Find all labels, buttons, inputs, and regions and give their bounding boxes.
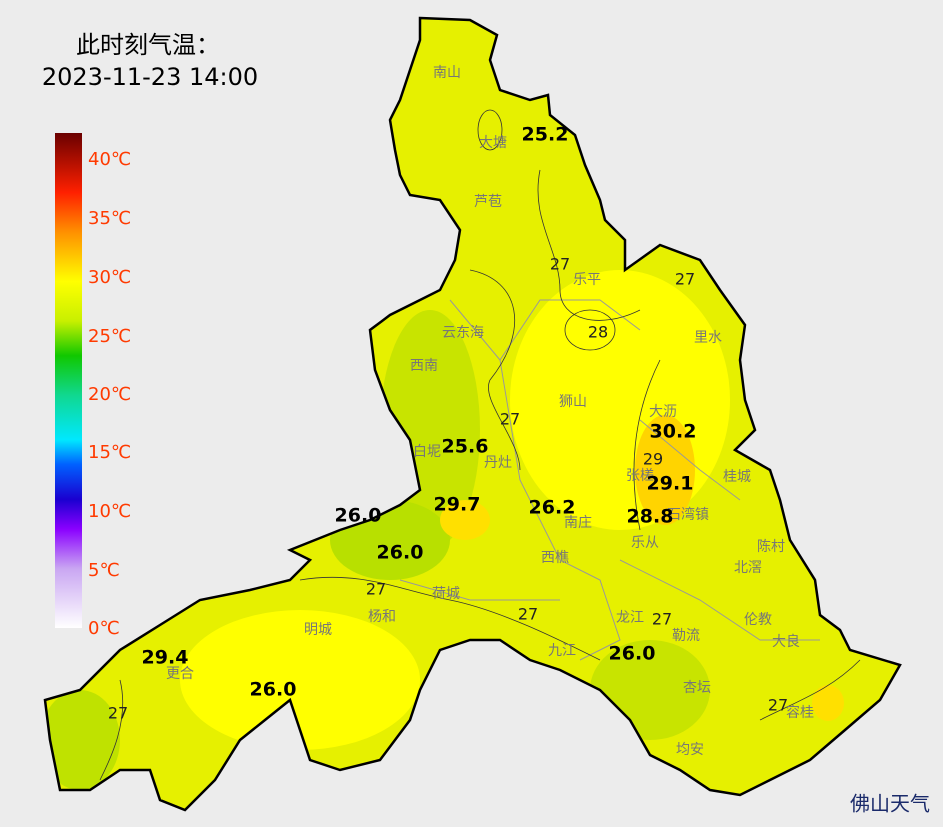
place-name: 伦教: [744, 612, 772, 628]
watermark: 佛山天气: [850, 792, 930, 816]
place-name: 北滘: [734, 560, 762, 576]
place-name: 乐平: [573, 272, 601, 288]
place-name: 西樵: [541, 550, 569, 566]
legend-label: 30℃: [88, 267, 131, 288]
place-name: 南山: [433, 65, 461, 81]
contour-label: 27: [652, 610, 672, 629]
station-value: 29.1: [647, 473, 694, 495]
place-name: 九江: [548, 643, 576, 659]
place-name: 大塘: [479, 135, 507, 151]
legend-label: 25℃: [88, 326, 131, 347]
contours: [99, 109, 861, 781]
place-name: 桂城: [723, 469, 751, 485]
station-value: 29.7: [434, 494, 481, 516]
contour-label: 27: [675, 270, 695, 289]
colorbar: [55, 133, 82, 628]
legend-label: 20℃: [88, 384, 131, 405]
place-name: 大良: [772, 634, 800, 650]
contour-label: 27: [768, 696, 788, 715]
contour-label: 27: [518, 605, 538, 624]
legend-label: 40℃: [88, 149, 131, 170]
contour-label: 27: [550, 255, 570, 274]
station-value: 29.4: [142, 647, 189, 669]
place-name: 乐从: [631, 535, 659, 551]
place-name: 芦苞: [474, 193, 502, 210]
place-name: 容桂: [786, 704, 814, 721]
place-name: 勒流: [672, 628, 700, 644]
place-name: 荷城: [432, 586, 460, 602]
place-name: 张槎: [626, 468, 654, 484]
contour-label: 28: [588, 323, 608, 342]
place-name: 丹灶: [484, 455, 512, 471]
place-name: 均安: [676, 742, 704, 758]
place-name: 明城: [304, 622, 332, 638]
place-name: 龙江: [616, 610, 644, 626]
place-name: 狮山: [559, 394, 587, 410]
station-value: 26.0: [335, 505, 382, 527]
place-name: 西南: [410, 358, 438, 374]
legend-label: 0℃: [88, 618, 120, 639]
station-value: 25.2: [522, 124, 569, 146]
place-name: 里水: [694, 330, 722, 346]
contour-label: 27: [108, 704, 128, 723]
place-name: 杨和: [368, 609, 396, 625]
district-borders: [399, 299, 820, 661]
station-value: 26.0: [377, 542, 424, 564]
legend-label: 35℃: [88, 208, 131, 229]
title-line2: 2023-11-23 14:00: [42, 63, 258, 91]
place-name: 大沥: [649, 404, 677, 420]
legend-label: 5℃: [88, 560, 120, 581]
contour-label: 29: [643, 450, 663, 469]
legend-label: 10℃: [88, 501, 131, 522]
place-name: 白坭: [413, 444, 441, 460]
place-name: 石湾镇: [667, 506, 709, 523]
contour-label: 27: [366, 580, 386, 599]
station-value: 28.8: [627, 506, 674, 528]
place-name: 更合: [166, 666, 194, 682]
station-value: 30.2: [650, 421, 697, 443]
station-value: 26.2: [529, 497, 576, 519]
place-name: 云东海: [442, 325, 484, 341]
place-name: 南庄: [564, 514, 592, 531]
title-line1: 此时刻气温：: [76, 31, 220, 59]
place-name: 陈村: [757, 538, 785, 555]
station-value: 26.0: [609, 643, 656, 665]
station-value: 25.6: [442, 436, 489, 458]
station-value: 26.0: [250, 679, 297, 701]
legend-label: 15℃: [88, 442, 131, 463]
place-name: 杏坛: [683, 680, 711, 696]
contour-label: 27: [500, 410, 520, 429]
